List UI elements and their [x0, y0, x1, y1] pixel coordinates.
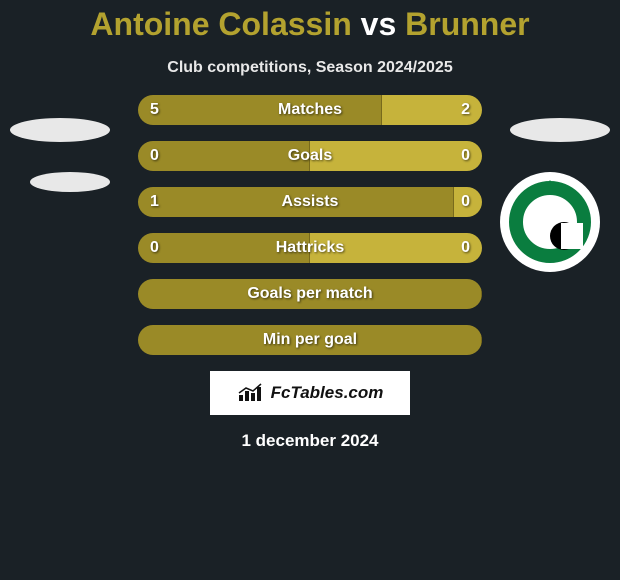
- stat-bar-value-left: 0: [150, 233, 159, 263]
- avatar-shape: [30, 172, 110, 192]
- stat-bars-container: Matches52Goals00Assists10Hattricks00Goal…: [138, 95, 482, 355]
- stat-bar-label: Min per goal: [138, 325, 482, 355]
- avatar-shape: [510, 118, 610, 142]
- stat-bar-value-right: 2: [461, 95, 470, 125]
- stat-bar-label: Goals: [138, 141, 482, 171]
- club-center-dot: [550, 222, 578, 250]
- stat-bar-value-left: 5: [150, 95, 159, 125]
- stat-bar-value-right: 0: [461, 187, 470, 217]
- watermark: FcTables.com: [210, 371, 410, 415]
- stat-bar-value-left: 0: [150, 141, 159, 171]
- player1-avatar-placeholder: [10, 118, 110, 192]
- stat-bar-row: Min per goal: [138, 325, 482, 355]
- stat-bar-value-right: 0: [461, 141, 470, 171]
- club-c-ring: [509, 181, 591, 263]
- stat-bar-row: Matches5 2: [138, 95, 482, 125]
- player2-name: Brunner: [405, 6, 529, 42]
- vs-text: vs: [361, 6, 397, 42]
- player1-name: Antoine Colassin: [90, 6, 351, 42]
- stat-bar-value-left: 1: [150, 187, 159, 217]
- comparison-title: Antoine Colassin vs Brunner: [0, 0, 620, 43]
- stat-bar-row: Goals per match: [138, 279, 482, 309]
- stat-bar-value-right: 0: [461, 233, 470, 263]
- stat-bar-row: Assists1 0: [138, 187, 482, 217]
- avatar-shape: [10, 118, 110, 142]
- stat-bar-row: Goals0 0: [138, 141, 482, 171]
- stat-bar-row: Hattricks0 0: [138, 233, 482, 263]
- stat-bar-label: Matches: [138, 95, 482, 125]
- stat-bar-label: Assists: [138, 187, 482, 217]
- club-badge: [500, 172, 600, 272]
- subtitle: Club competitions, Season 2024/2025: [0, 59, 620, 77]
- chart-icon: [237, 383, 265, 403]
- player2-avatar-placeholder: [510, 118, 610, 172]
- stat-bar-label: Hattricks: [138, 233, 482, 263]
- stat-bar-label: Goals per match: [138, 279, 482, 309]
- date: 1 december 2024: [0, 431, 620, 451]
- watermark-text: FcTables.com: [271, 383, 384, 403]
